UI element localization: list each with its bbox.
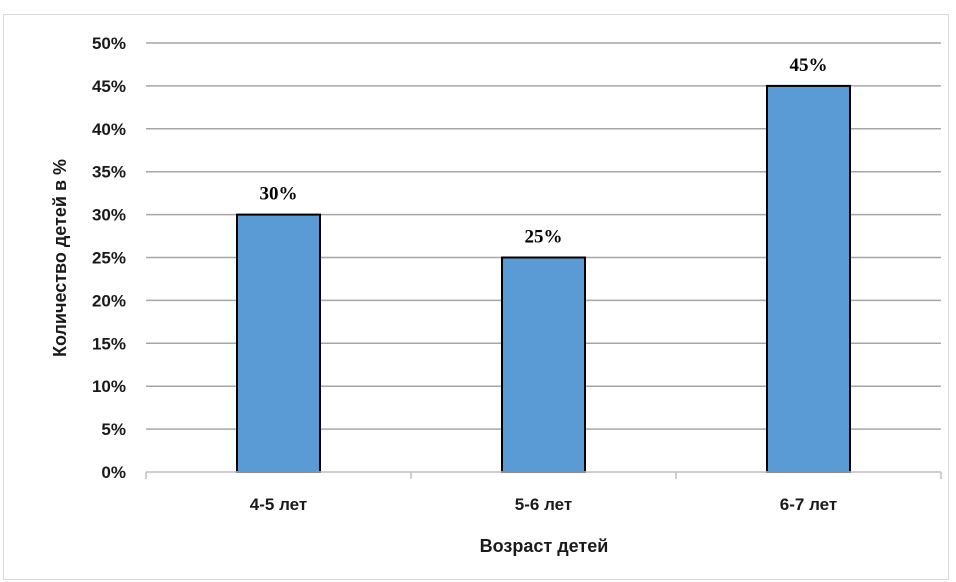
x-tick-labels: 4-5 лет 5-6 лет 6-7 лет <box>250 495 837 514</box>
x-axis-title: Возраст детей <box>480 536 609 556</box>
y-tick-label: 40% <box>92 120 126 139</box>
data-labels: 30% 25% 45% <box>260 55 828 248</box>
y-tick-labels: 0% 5% 10% 15% 20% 25% 30% 35% 40% 45% 50% <box>92 34 126 482</box>
data-label: 45% <box>790 55 828 76</box>
y-tick-label: 5% <box>101 420 126 439</box>
bar-2 <box>501 256 586 473</box>
y-tick-label: 50% <box>92 34 126 53</box>
y-tick-label: 30% <box>92 206 126 225</box>
x-tick-label: 5-6 лет <box>515 495 572 514</box>
bar-3 <box>766 84 851 474</box>
x-tick-label: 4-5 лет <box>250 495 307 514</box>
y-tick-label: 25% <box>92 249 126 268</box>
y-tick-label: 35% <box>92 163 126 182</box>
y-tick-label: 45% <box>92 77 126 96</box>
bars <box>236 84 851 474</box>
x-tick-label: 6-7 лет <box>780 495 837 514</box>
y-tick-label: 20% <box>92 291 126 310</box>
data-label: 25% <box>525 227 563 248</box>
x-axis <box>145 471 942 479</box>
y-tick-label: 15% <box>92 334 126 353</box>
data-label: 30% <box>260 184 298 205</box>
y-tick-label: 0% <box>101 463 126 482</box>
y-axis-title: Количество детей в % <box>50 159 70 357</box>
y-tick-label: 10% <box>92 377 126 396</box>
bar-1 <box>236 213 321 473</box>
